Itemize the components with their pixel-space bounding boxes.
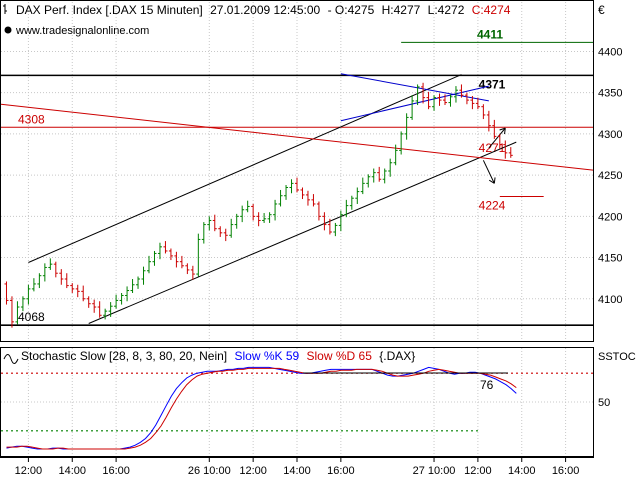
grid (1, 2, 593, 456)
arrow-up (488, 127, 506, 149)
stochastic-legend: Stochastic Slow [28, 8, 3, 80, 20, Nein]… (3, 349, 636, 364)
time-tick-label: 12:00 (464, 465, 492, 477)
stochastic-value-label: 76 (480, 378, 494, 392)
price-tick-label: 4200 (598, 211, 622, 223)
price-tick-label: 4300 (598, 129, 622, 141)
price-tick-label: 4100 (598, 294, 622, 306)
currency-label: € (598, 3, 605, 17)
stochastic-suffix: {.DAX} (379, 349, 415, 363)
stochastic-icon (3, 354, 19, 364)
stochastic-title: Stochastic Slow [28, 8, 3, 80, 20, Nein] (21, 349, 227, 363)
time-tick-label: 16:00 (102, 465, 130, 477)
website-icon (4, 26, 12, 34)
channel-lower-line (88, 141, 517, 324)
svg-text:DAX Perf. Index [.DAX 15 Minu: DAX Perf. Index [.DAX 15 Minuten] 27.01.… (16, 3, 511, 17)
low-value: L:4272 (428, 3, 465, 17)
triangle-upper-line (340, 73, 489, 102)
chart-title: DAX Perf. Index [.DAX 15 Minuten] (16, 3, 203, 17)
trendlines (0, 73, 594, 324)
level-label-4411: 4411 (477, 27, 503, 41)
annotation-label-4271: 4271 (479, 141, 506, 155)
stochastic-axis-title: SSTOC (598, 351, 636, 363)
close-value: C:4274 (472, 3, 511, 17)
slow-d-line (6, 367, 517, 450)
svg-text:Stochastic Slow [28, 8, 3, 80,: Stochastic Slow [28, 8, 3, 80, 20, Nein]… (21, 349, 415, 363)
arrow-down (482, 160, 495, 184)
slow-d-label: Slow %D 65 (307, 349, 373, 363)
time-tick-label: 14:00 (283, 465, 311, 477)
price-tick-label: 4250 (598, 170, 622, 182)
slow-k-label: Slow %K 59 (234, 349, 299, 363)
candles (4, 82, 513, 328)
red-trend-line (0, 103, 594, 171)
stochastic-tick-label: 50 (598, 397, 610, 409)
ohlc-prefix: - (328, 3, 332, 17)
time-tick-label: 26 10:00 (188, 465, 231, 477)
arrow-down-head (488, 177, 496, 184)
chart-datetime: 27.01.2009 12:45:00 (210, 3, 320, 17)
price-tick-label: 4150 (598, 253, 622, 265)
stochastic-lines: 76 (1, 366, 593, 450)
time-tick-label: 14:00 (58, 465, 86, 477)
level-label-4068: 4068 (18, 310, 45, 324)
high-value: H:4277 (382, 3, 421, 17)
time-tick-label: 12:00 (15, 465, 43, 477)
time-tick-label: 16:00 (552, 465, 580, 477)
time-axis: 12:00 14:00 16:00 26 10:00 12:00 14:00 16:00 27… (15, 457, 580, 477)
time-tick-label: 27 10:00 (413, 465, 456, 477)
level-label-4308: 4308 (18, 112, 45, 126)
time-tick-label: 12:00 (239, 465, 267, 477)
level-label-4224: 4224 (479, 199, 506, 213)
triangle-lower-line (340, 85, 489, 122)
price-tick-label: 4350 (598, 88, 622, 100)
time-tick-label: 14:00 (508, 465, 536, 477)
website-label: www.tradesignalonline.com (15, 25, 149, 37)
level-label-4371: 4371 (479, 77, 506, 91)
channel-upper-line (28, 74, 462, 263)
open-value: O:4275 (335, 3, 375, 17)
ohlc-icon (3, 4, 7, 14)
time-tick-label: 16:00 (327, 465, 355, 477)
price-axis: 4100 4150 4200 4250 4300 4350 4400 50 (598, 46, 622, 409)
chart-header: DAX Perf. Index [.DAX 15 Minuten] 27.01.… (3, 3, 605, 37)
price-tick-label: 4400 (598, 46, 622, 58)
arrow-up-head (499, 127, 506, 135)
